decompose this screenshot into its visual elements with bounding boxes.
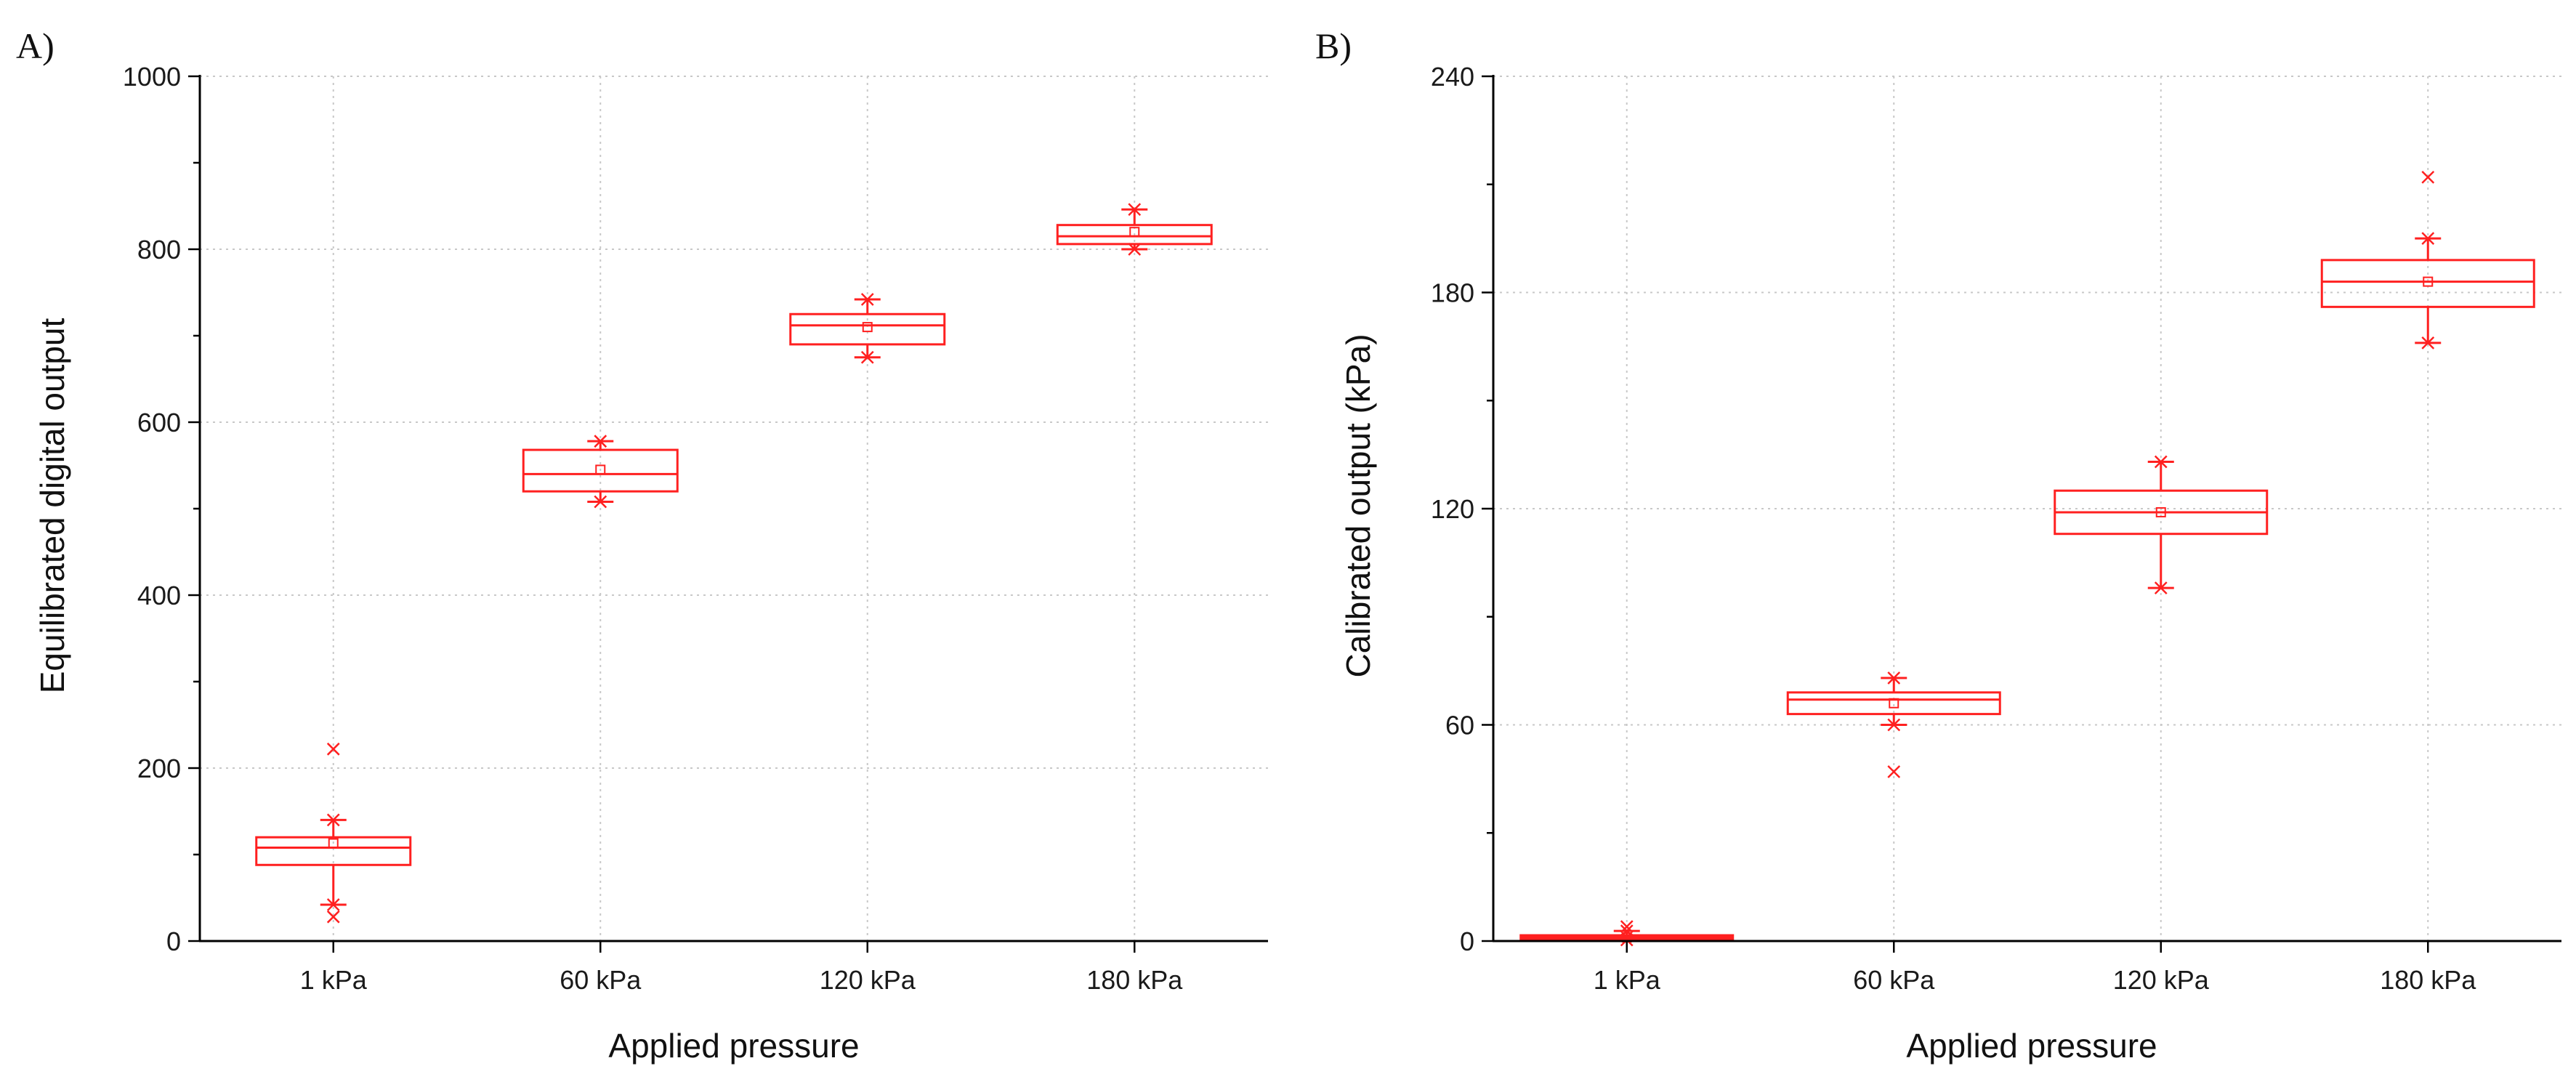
panel-b-x-tick-label-2: 120 kPa [2113,965,2210,995]
panel-b-box-2-mean-marker [2155,506,2166,517]
panel-b-y-tick-label-0: 0 [1460,926,1474,956]
panel-a-box-2-body [789,312,946,346]
panel-a-y-axis-title: Equilibrated digital output [33,318,71,693]
panel-a-box-0-outlier-0 [326,742,340,756]
panel-b-box-3-outlier-0 [2421,170,2435,184]
panel-a-box-0 [255,742,412,924]
panel-b-box-2-max-marker-stroke-b [2154,455,2168,469]
panel-b-box-1 [1786,671,2001,778]
panel-a-box-2-max-marker [860,293,874,306]
panel-b-box-3-body [2320,259,2535,308]
panel-b-box-1-min-marker [1887,718,1901,732]
panel-b-box-1-mean-marker [1889,698,1899,708]
panel-b-box-2-min-marker [2154,581,2168,594]
panel-b-y-tick-label-4: 240 [1431,62,1474,92]
panel-b-box-3 [2320,170,2535,350]
panel-b-x-axis-title: Applied pressure [1906,1027,2157,1065]
panel-b-y-tick-label-1: 60 [1445,711,1474,740]
panel-a-box-1-min-marker-stroke-b [594,495,607,509]
panel-b-box-1-outlier-0-stroke-b [1887,765,1901,778]
panel-a-box-2-max-marker-stroke-b [860,293,874,306]
panel-a-box-0-body [255,836,412,866]
panel-a-y-tick-label-2: 400 [137,581,181,610]
panel-b-y-axis-title: Calibrated output (kPa) [1339,334,1377,677]
panel-a-box-0-mean-marker [328,838,339,849]
panel-a-letter: A) [16,25,54,66]
panel-b-grid [1493,76,2561,941]
panel-a-boxes [255,203,1213,924]
panel-a-box-0-outlier-1-stroke-b [326,910,340,924]
panel-b-box-1-outlier-0 [1887,765,1901,778]
panel-a-box-3-min-marker [1128,243,1142,256]
panel-b-box-1-body [1786,691,2001,716]
panel-b-boxes [1519,170,2535,947]
panel-a-box-2-min-marker-stroke-b [860,350,874,364]
panel-b-box-1-max-marker-stroke-b [1887,671,1901,685]
panel-b-x-tick-label-1: 60 kPa [1853,965,1935,995]
panel-b: B) 0 60 120 180 240 1 kPa 60 kPa 120 kPa 180 kPa… [1315,25,2561,1065]
panel-b-tick-labels: 0 60 120 180 240 1 kPa 60 kPa 120 kPa 180 kPa [1431,62,2476,995]
panel-a-box-2-min-marker [860,350,874,364]
panel-a-box-3-max-marker [1128,203,1142,217]
panel-b-box-3-min-marker-stroke-b [2421,336,2435,350]
panel-b-x-tick-label-3: 180 kPa [2380,965,2476,995]
panel-b-box-1-min-marker-stroke-b [1887,718,1901,732]
panel-a: A) 0 200 400 600 800 1000 1 kPa 60 kPa 120 kPa 18… [16,25,1268,1065]
panel-b-box-3-min-marker [2421,336,2435,350]
panel-a-box-3-max-marker-stroke-b [1128,203,1142,217]
panel-a-box-3 [1056,203,1213,256]
panel-a-y-tick-label-4: 800 [137,235,181,265]
panel-a-box-3-mean-marker [1129,227,1140,238]
panel-b-letter: B) [1315,25,1352,66]
panel-b-box-2-min-marker-stroke-b [2154,581,2168,594]
panel-a-box-1-mean-marker [595,464,606,475]
panel-b-x-tick-label-0: 1 kPa [1594,965,1661,995]
panel-a-y-tick-label-0: 0 [166,926,181,956]
panel-b-box-3-mean-marker [2423,276,2434,287]
panel-b-box-3-outlier-0-stroke-b [2421,170,2435,184]
panel-b-box-2 [2054,455,2269,594]
panel-b-box-3-max-marker-stroke-b [2421,232,2435,246]
panel-a-x-tick-label-0: 1 kPa [300,965,368,995]
panel-a-box-0-max-marker-stroke-b [326,813,340,827]
panel-b-box-2-max-marker [2154,455,2168,469]
panel-a-y-tick-label-5: 1000 [123,62,181,92]
panel-a-box-2 [789,293,946,364]
panel-b-box-0-outlier-0-stroke-b [1620,920,1634,934]
panel-a-x-axis-title: Applied pressure [608,1027,859,1065]
panel-a-x-tick-label-1: 60 kPa [560,965,642,995]
panel-b-axes [1482,75,2561,953]
panel-a-y-tick-label-1: 200 [137,754,181,783]
panel-a-box-2-mean-marker [862,322,873,333]
panel-a-box-3-min-marker-stroke-b [1128,243,1142,256]
panel-a-box-1 [522,435,679,509]
panel-a-box-0-outlier-0-stroke-b [326,742,340,756]
panel-a-y-tick-label-3: 600 [137,408,181,437]
panel-a-box-0-min-marker-stroke-b [326,898,340,911]
panel-b-y-tick-label-3: 180 [1431,278,1474,308]
panel-a-box-0-outlier-1 [326,910,340,924]
panel-b-box-1-max-marker [1887,671,1901,685]
panel-a-box-1-max-marker-stroke-b [594,435,607,448]
panel-b-box-0-outlier-0 [1620,920,1634,934]
panel-a-x-tick-label-3: 180 kPa [1086,965,1183,995]
panel-a-box-3-body [1056,224,1213,246]
panel-a-tick-labels: 0 200 400 600 800 1000 1 kPa 60 kPa 120 kPa 180 k… [123,62,1183,995]
panel-b-y-tick-label-2: 120 [1431,494,1474,524]
panel-a-grid [200,76,1268,941]
panel-a-box-0-min-marker [326,898,340,911]
panel-b-box-3-max-marker [2421,232,2435,246]
panel-a-x-tick-label-2: 120 kPa [820,965,916,995]
panel-a-box-1-max-marker [594,435,607,448]
panel-a-box-1-min-marker [594,495,607,509]
panel-a-box-0-max-marker [326,813,340,827]
panel-a-box-1-body [522,448,679,493]
panel-a-axes [188,75,1268,953]
